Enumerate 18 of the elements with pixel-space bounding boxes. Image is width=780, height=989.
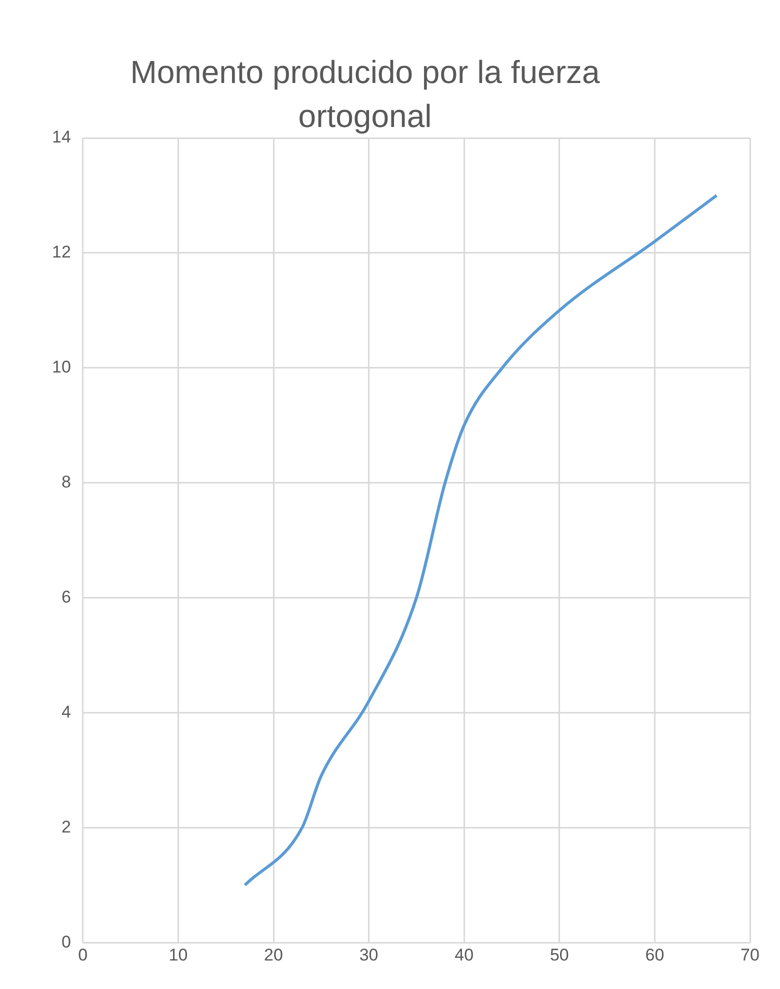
y-tick-label: 0	[61, 932, 71, 952]
x-tick-label: 60	[645, 945, 664, 964]
x-tick-label: 50	[550, 945, 569, 964]
x-tick-label: 10	[168, 945, 188, 964]
chart-title: Momento producido por la fuerza ortogonal	[129, 53, 601, 136]
y-tick-label: 4	[61, 702, 71, 722]
line-series	[243, 194, 718, 887]
x-tick-label: 70	[740, 945, 760, 964]
y-tick-label: 8	[61, 472, 71, 492]
y-tick-label: 2	[61, 817, 71, 836]
y-tick-label: 10	[52, 358, 71, 377]
y-tick-label: 14	[52, 128, 71, 147]
x-tick-label: 30	[359, 945, 378, 964]
x-tick-label: 40	[454, 945, 474, 964]
x-tick-label: 20	[264, 945, 283, 964]
x-tick-label: 0	[78, 945, 88, 964]
y-tick-label: 6	[61, 587, 71, 606]
y-tick-label: 12	[52, 242, 71, 262]
